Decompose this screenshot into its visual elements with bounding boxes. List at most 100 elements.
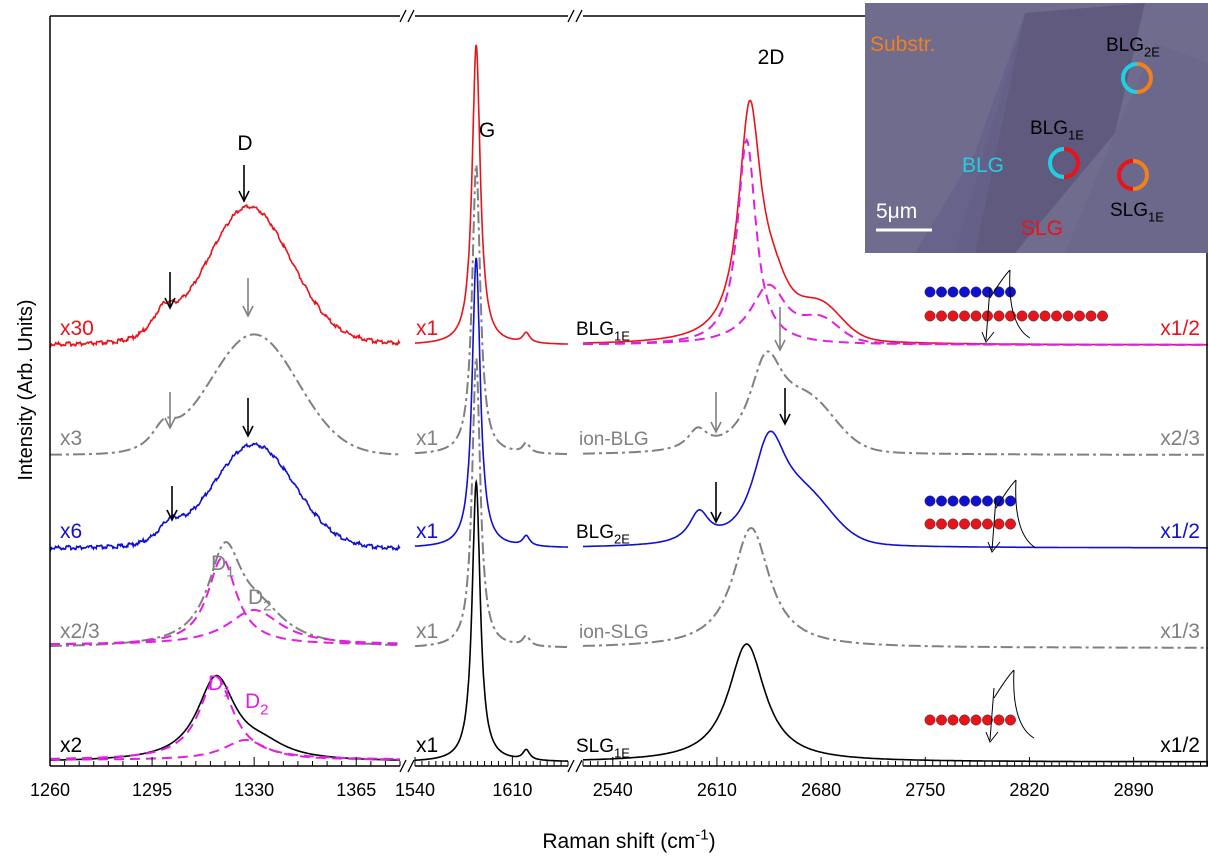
atom-red-slg1e: [936, 714, 947, 726]
axis-break-b-0-1: [407, 9, 415, 23]
component-label-d1-magenta: D1: [208, 672, 232, 700]
inset-label-slg1e: SLG1E: [1110, 200, 1164, 225]
atom-red-blg2e: [993, 518, 1005, 530]
atom-red-blg1e: [1016, 310, 1028, 322]
x-tick-label: 1610: [492, 780, 532, 800]
arrow-dside-blg1e-head: [164, 297, 176, 310]
arrow-dside-ionblg-head: [164, 417, 176, 430]
inset-flake-blg: [955, 3, 1145, 253]
x-tick-label: 2890: [1114, 780, 1154, 800]
atom-red-slg1e: [924, 714, 936, 726]
atom-red-blg2e: [936, 518, 947, 530]
atom-red-blg2e: [982, 518, 993, 530]
atom-blue-blg2e: [970, 495, 982, 507]
atom-blue-blg2e: [947, 495, 959, 507]
atom-red-blg2e: [970, 518, 982, 530]
atom-blue-blg1e: [924, 286, 936, 298]
atom-red-blg2e: [924, 518, 936, 530]
atom-red-slg1e: [993, 714, 1005, 726]
peak-label-2d: 2D: [758, 46, 785, 69]
arrow-d-blg2e-head: [242, 425, 254, 438]
atom-red-slg1e: [947, 714, 959, 726]
scale-blg1e-g: x1: [416, 317, 438, 340]
x-tick-label: 1260: [30, 780, 70, 800]
scale-blg2e-2d: x1/2: [1160, 520, 1200, 543]
atom-red-blg1e: [947, 310, 959, 322]
ionslg-d1-fit: [50, 556, 400, 646]
peak-label-g: G: [479, 119, 495, 142]
atom-blue-blg1e: [959, 286, 970, 298]
atom-red-blg1e: [959, 310, 970, 322]
scale-ionslg-2d: x1/3: [1160, 620, 1200, 643]
atom-blue-blg1e: [970, 286, 982, 298]
scale-ionblg-d: x3: [60, 427, 82, 450]
microscope-inset: Substr. BLG2E BLG1E BLG SLG1E SLG 5μm: [865, 3, 1208, 253]
atom-red-blg1e: [924, 310, 936, 322]
atom-blue-blg1e: [947, 286, 959, 298]
ionslg-2d-line: [583, 527, 1208, 649]
axis-break-b-1-0: [575, 759, 583, 773]
inset-ring-blg1e: [1048, 147, 1065, 179]
axis-break-b-0-0: [407, 759, 415, 773]
atom-blue-blg2e: [959, 495, 970, 507]
x-tick-label: 2540: [593, 780, 633, 800]
blg2e-d-line: [49, 442, 401, 552]
atom-red-slg1e: [1005, 714, 1016, 726]
atom-red-blg2e: [947, 518, 959, 530]
scale-slg1e-d: x2: [60, 734, 82, 757]
arrow-2dside-blg2e-head: [710, 511, 722, 524]
inset-ring-blg2e: [1121, 62, 1138, 94]
atom-red-slg1e: [970, 714, 982, 726]
atom-red-blg1e: [1028, 310, 1039, 322]
atom-blue-blg1e: [936, 286, 947, 298]
inset-ring-slg1e: [1132, 159, 1149, 191]
phonon-path-blg1e: [981, 287, 995, 343]
atom-red-blg1e: [936, 310, 947, 322]
component-label-d1-gray: D1: [211, 552, 235, 580]
x-tick-label: 2750: [905, 780, 945, 800]
layer-cartoons: [924, 269, 1108, 743]
phonon-path-slg1e: [985, 687, 999, 743]
x-tick-label: 2820: [1009, 780, 1049, 800]
slg1e-g-line: [415, 478, 568, 762]
arrow-2dside-ionblg-head: [710, 421, 722, 434]
y-axis-label: Intensity (Arb. Units): [15, 299, 37, 480]
inset-label-blg: BLG: [962, 154, 1004, 177]
axis-break-a-0-0: [399, 759, 407, 773]
scale-ionblg-2d: x2/3: [1160, 427, 1200, 450]
blg1e-2d-fit-side: [583, 283, 1208, 346]
atom-blue-blg2e: [936, 495, 947, 507]
component-label-d2-magenta: D2: [245, 690, 269, 718]
scale-blg2e-g: x1: [416, 520, 438, 543]
ionblg-g-line: [414, 164, 568, 456]
scale-slg1e-g: x1: [416, 734, 438, 757]
axis-break-a-1-1: [567, 9, 575, 23]
inset-flake-slg: [1065, 43, 1208, 253]
chart-labels: Raman shift (cm-1) Intensity (Arb. Units)…: [15, 46, 1200, 853]
atom-red-blg1e: [993, 310, 1005, 322]
ionslg-g-line: [414, 357, 568, 649]
inset-label-slg: SLG: [1021, 217, 1063, 240]
scale-blg2e-d: x6: [60, 520, 82, 543]
scale-slg1e-2d: x1/2: [1160, 734, 1200, 757]
component-label-d2-gray: D2: [248, 586, 272, 614]
arrow-d-ionblg-head: [242, 305, 254, 318]
series-label-blg1e: BLG1E: [576, 319, 630, 344]
phonon-path-slg1e: [993, 669, 1035, 739]
atom-red-blg2e: [1005, 518, 1016, 530]
atom-red-blg1e: [1062, 310, 1074, 322]
arrow-d-blg1e-head: [238, 190, 250, 203]
atom-blue-blg2e: [1005, 495, 1016, 507]
scale-ionslg-g: x1: [416, 620, 438, 643]
slg1e-2d-line: [583, 643, 1208, 763]
inset-label-blg2e: BLG2E: [1106, 35, 1160, 60]
phonon-path-blg2e: [995, 479, 1037, 549]
phonon-path-blg2e: [987, 497, 1001, 553]
atom-red-blg1e: [1051, 310, 1062, 322]
x-tick-label: 2680: [801, 780, 841, 800]
axis-ticks: 1260 1295 1330 1365 1540 1610 2540 2610 2680 2750…: [30, 757, 1208, 800]
atom-red-blg2e: [959, 518, 970, 530]
atom-red-blg1e: [1085, 310, 1097, 322]
series-label-slg1e: SLG1E: [576, 736, 630, 761]
scale-ionslg-d: x2/3: [60, 620, 100, 643]
